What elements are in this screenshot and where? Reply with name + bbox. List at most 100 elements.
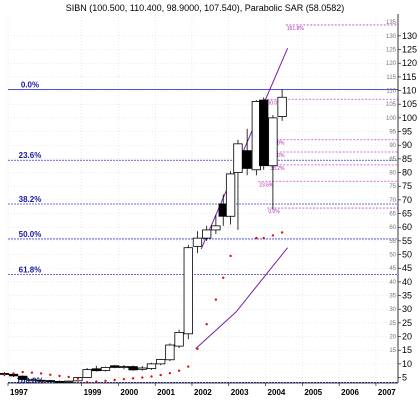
sar-dot bbox=[271, 234, 275, 237]
sar-dot bbox=[229, 254, 232, 258]
sar-dot bbox=[21, 370, 24, 374]
sar-dot bbox=[95, 380, 98, 383]
candle-body-up bbox=[211, 225, 221, 231]
candle bbox=[211, 214, 221, 235]
candle bbox=[192, 231, 203, 254]
y-tick-label: 55 bbox=[402, 236, 412, 246]
y-tick-label-inner: 90 bbox=[389, 143, 396, 149]
y-tick-label: 40 bbox=[402, 277, 412, 287]
candle-body-down bbox=[259, 99, 269, 167]
y-tick-label-inner: 35 bbox=[389, 294, 396, 300]
candle-body-up bbox=[225, 173, 236, 217]
candle bbox=[183, 244, 193, 340]
candle-body-down bbox=[36, 379, 46, 382]
y-tick-label-inner: 45 bbox=[389, 266, 396, 272]
y-tick-label-inner: 85 bbox=[389, 157, 396, 163]
x-tick-label: 2005 bbox=[304, 388, 322, 397]
y-tick-label-inner: 50 bbox=[389, 253, 396, 259]
chart-title: SIBN (100.500, 110.400, 98.9000, 107.540… bbox=[66, 3, 345, 13]
x-tick-label: 2000 bbox=[120, 388, 138, 397]
sar-dot bbox=[222, 276, 225, 279]
x-tick-label: 2003 bbox=[231, 388, 249, 397]
sar-dot bbox=[141, 376, 144, 379]
fib-retracement-label: 38.2% bbox=[19, 195, 42, 204]
y-tick-label: 35 bbox=[402, 291, 412, 301]
y-tick-label-inner: 135 bbox=[386, 20, 397, 26]
y-tick-label: 85 bbox=[402, 154, 412, 164]
y-tick-label: 45 bbox=[402, 263, 412, 273]
y-tick-label: 90 bbox=[402, 140, 412, 150]
lower-trendline bbox=[195, 247, 288, 350]
y-tick-label-inner: 65 bbox=[389, 212, 396, 218]
y-tick-label-inner: 125 bbox=[386, 48, 397, 54]
candle bbox=[82, 367, 92, 379]
y-tick-label-inner: 40 bbox=[389, 280, 396, 286]
sar-dot bbox=[205, 323, 208, 326]
candle-body-up bbox=[268, 117, 278, 167]
y-tick-label: 10 bbox=[402, 359, 412, 369]
sar-dot bbox=[280, 231, 284, 234]
y-tick-label-inner: 100 bbox=[386, 116, 397, 122]
candle-body-up bbox=[277, 96, 287, 117]
candle-body-up bbox=[64, 380, 74, 383]
fib-retracement-label: 61.8% bbox=[19, 265, 42, 274]
candle-body-down bbox=[45, 380, 55, 382]
y-tick-label: 30 bbox=[402, 304, 412, 314]
candle-body-up bbox=[192, 237, 203, 247]
sar-dot bbox=[187, 365, 190, 368]
y-tick-label: 125 bbox=[402, 45, 417, 55]
candle-body-down bbox=[54, 380, 65, 383]
y-tick-label: 75 bbox=[402, 181, 412, 191]
candle bbox=[233, 139, 243, 230]
y-tick-label: 25 bbox=[402, 318, 412, 328]
y-tick-label-inner: 130 bbox=[386, 34, 397, 40]
sar-dot bbox=[196, 347, 199, 351]
sar-dot bbox=[30, 371, 34, 374]
y-tick-label: 105 bbox=[402, 99, 417, 109]
y-tick-label: 95 bbox=[402, 127, 412, 137]
x-tick-label: 1999 bbox=[84, 388, 102, 397]
candle bbox=[277, 89, 287, 121]
y-tick-label-inner: 80 bbox=[389, 171, 396, 177]
fib-extension-label: 100.0% bbox=[265, 100, 283, 106]
candles-layer bbox=[0, 89, 287, 383]
y-tick-label-inner: 25 bbox=[389, 321, 396, 327]
sar-dot bbox=[76, 377, 80, 380]
fib-extension-label: 0.0% bbox=[268, 209, 280, 215]
y-tick-label: 5 bbox=[402, 373, 407, 383]
sar-dot bbox=[3, 373, 6, 376]
candle bbox=[156, 358, 166, 366]
y-tick-label: 80 bbox=[402, 168, 412, 178]
sar-dot bbox=[214, 298, 218, 301]
candle bbox=[259, 97, 269, 170]
sar-dot bbox=[104, 379, 107, 383]
candle bbox=[110, 364, 120, 369]
sar-dot bbox=[255, 236, 258, 240]
x-tick-label: 2007 bbox=[378, 388, 396, 397]
candle bbox=[45, 379, 55, 383]
y-tick-label: 115 bbox=[402, 72, 416, 82]
y-tick-label: 100 bbox=[402, 113, 417, 123]
y-tick-label-inner: 20 bbox=[389, 335, 396, 341]
candle-body-up bbox=[27, 379, 37, 382]
y-tick-label-inner: 30 bbox=[389, 307, 396, 313]
candle-body-up bbox=[156, 359, 166, 365]
candle bbox=[54, 380, 65, 383]
candle bbox=[146, 362, 157, 370]
candle-body-up bbox=[165, 344, 175, 361]
sar-dot bbox=[39, 372, 43, 375]
y-tick-label: 70 bbox=[402, 195, 412, 205]
fib-extension-label: 23.6% bbox=[259, 182, 274, 188]
y-tick-label-inner: 60 bbox=[389, 225, 396, 231]
sar-dot bbox=[131, 377, 135, 380]
fib-extension-label: 50.0% bbox=[270, 153, 285, 159]
candle-body-up bbox=[233, 143, 243, 173]
sar-dot bbox=[177, 369, 181, 372]
y-tick-label-inner: 95 bbox=[389, 130, 396, 136]
candle bbox=[119, 364, 129, 370]
axes-layer: 5 10 15 20 25 30 35 40 45 50 55 60 65 70 75 80 85 90 95 100… bbox=[7, 14, 417, 397]
candle bbox=[137, 366, 147, 371]
candle-body-down bbox=[91, 368, 101, 372]
fib-retracement-label: 50.0% bbox=[19, 230, 42, 239]
